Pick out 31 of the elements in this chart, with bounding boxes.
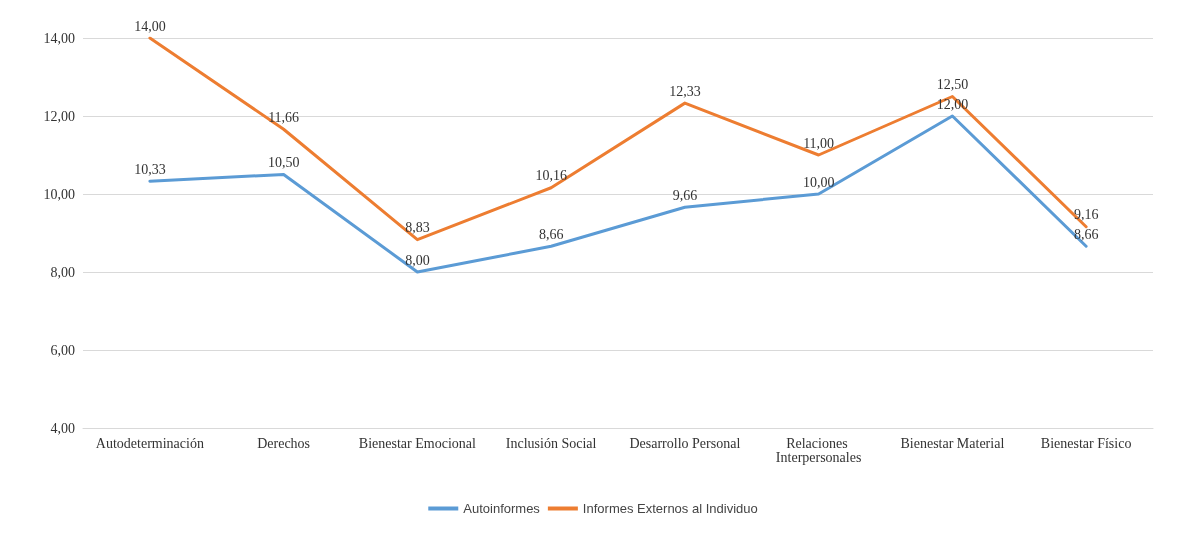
y-tick-label: 4,00 <box>50 420 75 436</box>
data-label: 10,00 <box>802 174 835 190</box>
data-label: 12,33 <box>669 83 701 99</box>
data-label: 8,00 <box>405 252 430 268</box>
x-tick-label: Bienestar Físico <box>1040 435 1132 451</box>
y-tick-label: 12,00 <box>43 108 75 124</box>
data-label: 10,16 <box>535 168 567 184</box>
data-label: 11,00 <box>803 135 835 151</box>
legend-label: Autoinformes <box>463 501 541 516</box>
x-tick-label: Relaciones Interpersonales <box>775 435 862 465</box>
x-tick-label: Desarrollo Personal <box>629 435 741 451</box>
data-label: 8,66 <box>1073 226 1099 242</box>
data-label: 9,16 <box>1073 207 1099 223</box>
y-tick-label: 14,00 <box>43 30 75 46</box>
x-tick-label: Inclusión Social <box>505 435 597 451</box>
y-tick-label: 6,00 <box>50 342 75 358</box>
x-tick-label: Bienestar Material <box>900 435 1005 451</box>
legend-label: Informes Externos al Individuo <box>582 501 758 516</box>
data-label: 10,33 <box>134 161 166 177</box>
data-label: 11,66 <box>268 109 300 125</box>
data-label: 14,00 <box>134 18 166 34</box>
x-tick-label: Bienestar Emocional <box>358 435 476 451</box>
x-tick-label: Derechos <box>257 435 311 451</box>
data-label: 8,66 <box>538 226 564 242</box>
y-tick-label: 10,00 <box>43 186 75 202</box>
data-label: 12,50 <box>936 77 969 92</box>
data-label: 9,66 <box>672 187 698 203</box>
data-label: 8,83 <box>405 220 430 236</box>
x-tick-label: Autodeterminación <box>95 435 204 451</box>
y-tick-label: 8,00 <box>50 264 75 280</box>
data-label: 10,50 <box>267 155 300 170</box>
